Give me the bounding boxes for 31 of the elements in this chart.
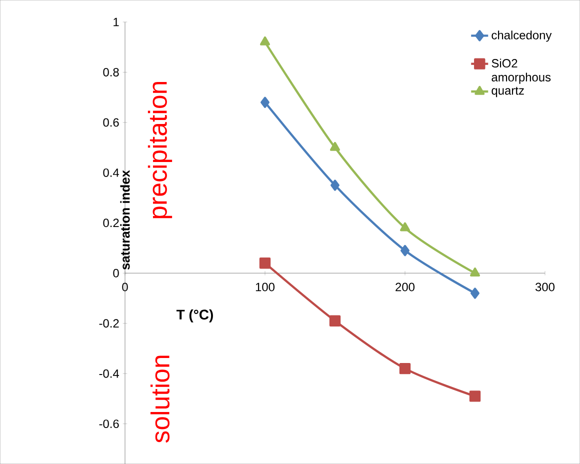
y-tick-label: -0.6 xyxy=(99,420,119,428)
y-tick-label: 0 xyxy=(113,268,119,278)
x-tick-label: 200 xyxy=(396,282,415,292)
y-tick-label: 1 xyxy=(114,18,119,26)
y-tick-label: -0.2 xyxy=(99,319,119,328)
y-tick-label: 0.6 xyxy=(103,118,119,127)
y-tick-label: -0.4 xyxy=(99,369,120,378)
point xyxy=(260,96,270,108)
annotation: precipitation xyxy=(148,82,172,218)
point xyxy=(470,288,480,299)
y-axis-title: saturation index xyxy=(120,170,130,270)
point xyxy=(329,315,341,326)
point xyxy=(400,244,410,256)
x-tick-label: 100 xyxy=(256,282,275,292)
point xyxy=(259,257,271,269)
point xyxy=(330,142,340,151)
y-tick-label: 0.8 xyxy=(103,68,119,76)
point xyxy=(470,268,480,276)
legend-label: quartz xyxy=(492,86,524,98)
x-axis-title: T (°C) xyxy=(176,309,213,322)
x-tick-label: 300 xyxy=(535,282,555,292)
point xyxy=(400,222,410,232)
x-tick-label: 0 xyxy=(122,282,128,292)
y-tick-label: 0.4 xyxy=(103,168,120,177)
annotation: solution xyxy=(150,356,170,443)
y-tick-label: 0.2 xyxy=(103,218,119,228)
point xyxy=(330,180,340,191)
point xyxy=(399,362,411,374)
legend-label: chalcedony xyxy=(492,30,552,42)
point xyxy=(469,390,481,402)
point xyxy=(260,36,270,46)
